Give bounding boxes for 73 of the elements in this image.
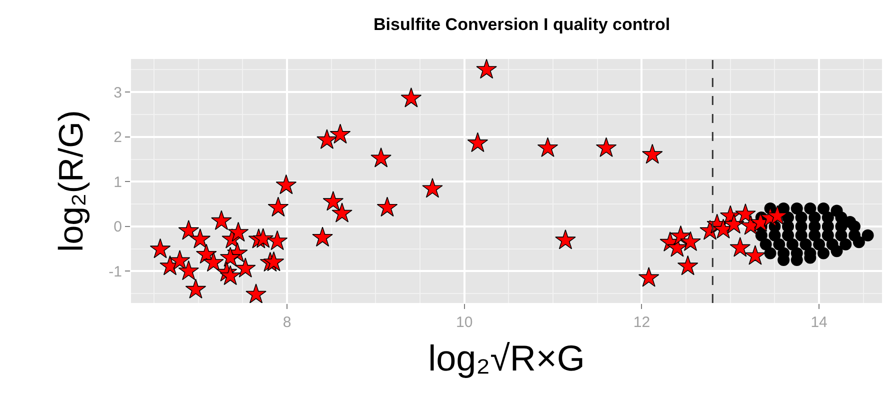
point xyxy=(185,278,206,298)
point xyxy=(234,258,256,278)
point xyxy=(211,210,232,230)
y-tick-label: 1 xyxy=(114,174,122,191)
point xyxy=(862,229,874,242)
point xyxy=(773,238,786,250)
point xyxy=(150,238,171,258)
point xyxy=(817,247,830,260)
y-tick-label: 3 xyxy=(114,84,122,102)
point xyxy=(638,267,660,287)
point xyxy=(760,238,772,250)
point xyxy=(332,202,352,222)
point xyxy=(822,229,834,242)
point xyxy=(220,246,241,267)
point xyxy=(268,196,289,217)
point xyxy=(467,132,488,152)
point xyxy=(330,124,351,144)
y-tick-label: 0 xyxy=(114,218,122,236)
point xyxy=(322,190,344,211)
point xyxy=(246,284,266,303)
point xyxy=(266,230,288,250)
point xyxy=(228,222,249,242)
point xyxy=(782,229,794,242)
point xyxy=(680,231,701,251)
point xyxy=(830,245,843,258)
point xyxy=(400,88,422,108)
point xyxy=(370,147,392,168)
point xyxy=(642,144,663,164)
point xyxy=(263,251,284,272)
point xyxy=(800,238,812,250)
x-axis-title: log₂√R×G xyxy=(428,338,585,379)
point xyxy=(790,202,803,215)
x-tick-label: 10 xyxy=(456,314,473,331)
point xyxy=(677,255,698,276)
point xyxy=(766,205,788,226)
point xyxy=(817,202,830,215)
point xyxy=(808,229,821,242)
point xyxy=(852,236,865,248)
x-tick-label: 12 xyxy=(633,314,650,331)
point xyxy=(190,228,211,248)
point xyxy=(178,260,200,280)
point xyxy=(276,174,297,194)
chart-title: Bisulfite Conversion I quality control xyxy=(374,14,670,34)
point xyxy=(555,229,576,250)
point xyxy=(476,59,497,79)
point xyxy=(220,265,241,286)
x-tick-label: 8 xyxy=(282,314,292,331)
point xyxy=(764,247,776,260)
point xyxy=(312,226,333,247)
point xyxy=(724,214,744,234)
point xyxy=(178,220,200,240)
point xyxy=(203,252,224,272)
point xyxy=(537,137,558,157)
point xyxy=(744,245,766,265)
point xyxy=(730,237,751,257)
point xyxy=(795,229,808,242)
y-tick-label: -1 xyxy=(108,263,122,280)
y-tick-label: 2 xyxy=(114,129,122,146)
point xyxy=(596,137,617,157)
point xyxy=(169,250,190,270)
y-axis-title: log₂(R/G) xyxy=(52,110,90,252)
point xyxy=(316,129,338,149)
point xyxy=(835,229,848,242)
point xyxy=(735,203,756,224)
point xyxy=(813,238,826,250)
point xyxy=(422,178,443,198)
point xyxy=(768,229,781,242)
point xyxy=(804,202,816,215)
x-tick-label: 14 xyxy=(810,314,828,331)
point xyxy=(376,196,398,217)
point xyxy=(252,228,274,248)
point xyxy=(786,238,798,250)
point xyxy=(840,238,852,250)
